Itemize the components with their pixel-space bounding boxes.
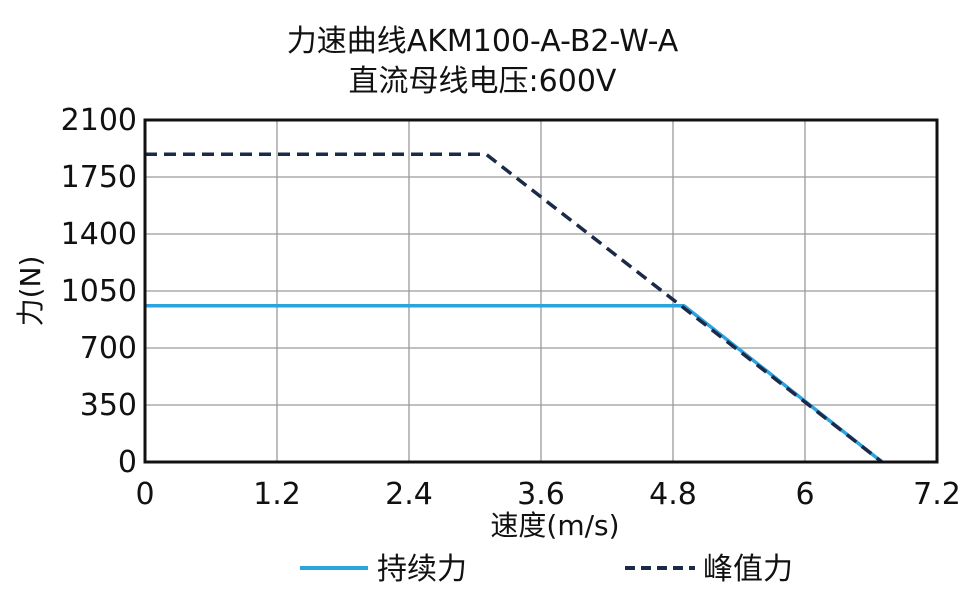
plot-frame [143,118,939,464]
y-tick-label: 2100 [61,103,137,138]
y-tick-label: 350 [80,388,137,423]
chart-subtitle: 直流母线电压:600V [348,64,617,99]
tick-labels: 0 1.2 2.4 3.6 4.8 6 7.2 0 350 700 1050 1400 1750 2100 [61,103,961,512]
y-tick-label: 0 [118,445,137,480]
x-tick-label: 7.2 [913,477,961,512]
x-tick-label: 0 [135,477,154,512]
chart-title: 力速曲线AKM100-A-B2-W-A [286,24,679,59]
x-tick-label: 4.8 [649,477,697,512]
y-axis-label: 力(N) [14,256,47,327]
x-tick-label: 6 [795,477,814,512]
y-tick-label: 1400 [61,217,137,252]
x-tick-label: 2.4 [385,477,433,512]
x-tick-label: 3.6 [517,477,565,512]
y-tick-label: 1050 [61,274,137,309]
x-tick-label: 1.2 [253,477,301,512]
series-line-continuous [145,303,884,464]
legend: 持续力 峰值力 [300,552,793,587]
legend-label-peak: 峰值力 [703,552,793,587]
series-line-peak [145,152,884,464]
y-tick-label: 700 [80,331,137,366]
series-layer [145,152,884,464]
x-axis-label: 速度(m/s) [490,509,619,542]
legend-label-continuous: 持续力 [377,552,467,587]
y-tick-label: 1750 [61,160,137,195]
